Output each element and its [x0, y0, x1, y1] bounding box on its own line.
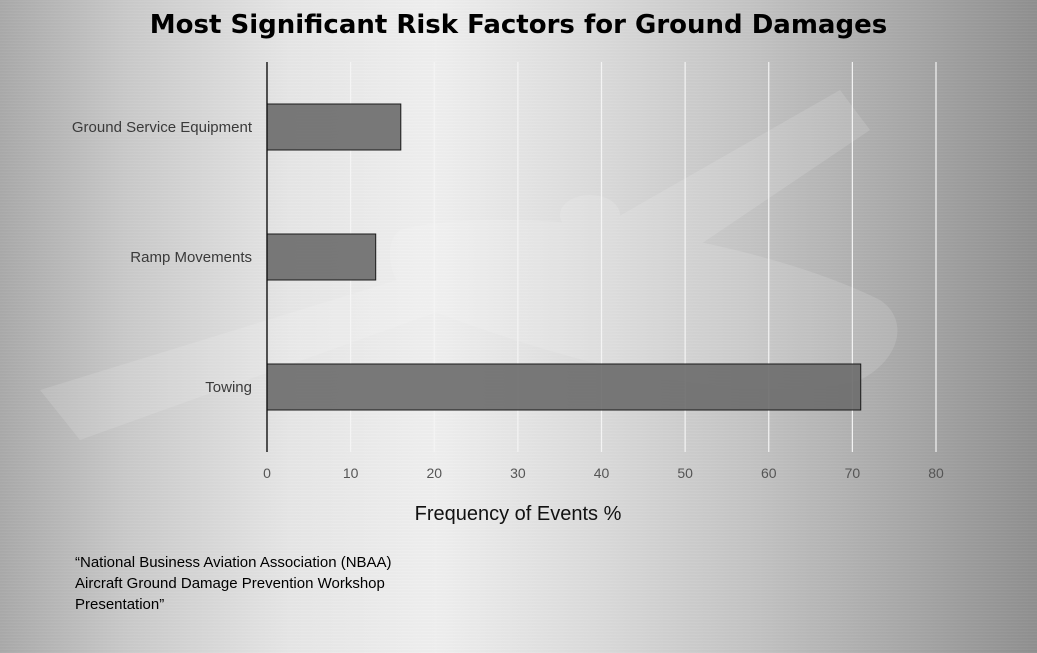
bar-ramp-movements — [266, 233, 377, 281]
aircraft-watermark-icon — [40, 90, 898, 440]
bars — [266, 103, 862, 411]
x-tick-label: 30 — [510, 465, 526, 481]
category-labels: Ground Service Equipment Ramp Movements To… — [72, 119, 253, 396]
category-label: Towing — [205, 379, 252, 396]
bar-ground-service-equipment — [266, 103, 402, 151]
category-label: Ramp Movements — [130, 249, 252, 266]
bar-towing — [266, 363, 862, 411]
category-label: Ground Service Equipment — [72, 119, 253, 136]
tick-labels: 0 10 20 30 40 50 60 70 80 — [263, 465, 944, 481]
x-tick-label: 50 — [677, 465, 693, 481]
source-note: “National Business Aviation Association … — [75, 554, 392, 613]
x-axis-title: Frequency of Events % — [414, 503, 622, 525]
x-tick-label: 80 — [928, 465, 944, 481]
x-tick-label: 0 — [263, 465, 271, 481]
x-tick-label: 60 — [761, 465, 777, 481]
x-tick-label: 70 — [845, 465, 861, 481]
chart-title: Most Significant Risk Factors for Ground… — [149, 10, 888, 40]
x-tick-label: 20 — [426, 465, 442, 481]
x-tick-label: 10 — [343, 465, 359, 481]
x-tick-label: 40 — [594, 465, 610, 481]
